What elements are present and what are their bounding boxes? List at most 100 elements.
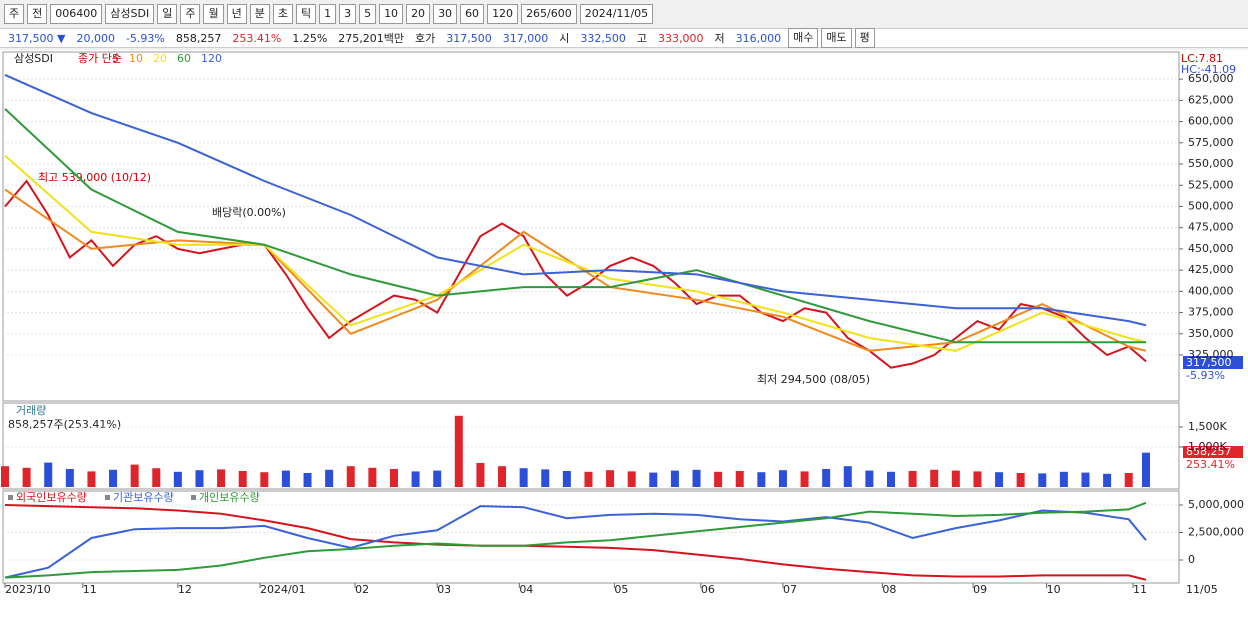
legend-entry[interactable]: 기관보유수량: [113, 491, 174, 504]
legend-entry[interactable]: 외국인보유수량: [16, 491, 87, 504]
toolbar-button[interactable]: 주: [4, 4, 25, 24]
volume-bar: [584, 471, 593, 487]
toolbar-button[interactable]: 3: [339, 4, 357, 24]
info-field[interactable]: 매수: [788, 28, 819, 48]
volume-panel: [2, 402, 1180, 490]
legend-entry[interactable]: 60: [177, 52, 191, 65]
toolbar-button[interactable]: 초: [272, 4, 293, 24]
series-line: [4, 179, 1147, 369]
series-line: [4, 108, 1146, 344]
toolbar-button[interactable]: 틱: [295, 4, 317, 24]
x-tick-label: 03: [437, 583, 451, 596]
volume-bar: [130, 464, 139, 487]
volume-bar: [1124, 473, 1133, 487]
info-field: 1.25%: [292, 31, 328, 45]
y-tick-label: 350,000: [1188, 327, 1234, 340]
y-tick-label: 525,000: [1188, 178, 1234, 191]
y-tick-label: 450,000: [1188, 242, 1234, 255]
toolbar-button[interactable]: 5: [359, 4, 377, 24]
series-line: [4, 501, 1147, 579]
x-tick-label: 09: [973, 583, 987, 596]
volume-bar: [887, 471, 896, 487]
toolbar-button[interactable]: 주: [180, 4, 201, 24]
volume-bar: [22, 467, 31, 487]
info-field: 317,500 ▼: [8, 31, 66, 45]
legend-entry[interactable]: 10: [129, 52, 143, 65]
chart-area: 삼성SDI 종가 단순 최고 539,000 (10/12) 배당락(0.00%…: [0, 50, 1248, 621]
annotation-dividend: 배당락(0.00%): [212, 206, 286, 219]
volume-title: 거래량: [16, 404, 46, 417]
info-field: 호가: [415, 32, 436, 45]
volume-bar: [541, 469, 550, 487]
volume-bar: [433, 470, 442, 487]
volume-bar: [1081, 472, 1090, 487]
legend-entry[interactable]: 5: [112, 52, 119, 65]
series-line: [4, 73, 1147, 327]
toolbar-button[interactable]: 120: [487, 4, 519, 24]
y-tick-label: 325,000: [1188, 348, 1234, 361]
price-panel: [2, 51, 1180, 402]
volume-bar: [238, 471, 247, 487]
last-volume: 858,257: [1186, 445, 1232, 458]
volume-bar: [562, 471, 571, 487]
toolbar-button[interactable]: 삼성SDI: [105, 4, 155, 24]
legend-entry[interactable]: 20: [153, 52, 167, 65]
x-tick-label: 11: [1133, 583, 1147, 596]
x-tick-label: 10: [1047, 583, 1061, 596]
toolbar-button[interactable]: 일: [157, 4, 178, 24]
volume-bar: [195, 470, 204, 487]
legend-entry[interactable]: 120: [201, 52, 222, 65]
last-volume-change: 253.41%: [1186, 458, 1235, 471]
toolbar-button[interactable]: 년: [226, 4, 247, 24]
x-end-label: 11/05: [1186, 583, 1218, 596]
toolbar-button[interactable]: 분: [249, 4, 270, 24]
x-tick-label: 12: [178, 583, 192, 596]
info-field: 333,000: [658, 31, 704, 45]
legend-title: 종가 단순: [78, 52, 122, 65]
toolbar-button[interactable]: 006400: [50, 4, 103, 24]
y-tick-label: 1,500K: [1188, 420, 1227, 433]
volume-bar: [346, 466, 355, 487]
info-bar: 317,500 ▼ 20,000 -5.93% 858,257 253.41% 1.25%…: [0, 28, 1248, 48]
volume-bar: [930, 469, 939, 487]
info-field[interactable]: 매도: [821, 28, 852, 48]
volume-bar: [454, 415, 463, 487]
toolbar-button[interactable]: 1: [319, 4, 337, 24]
stock-name: 삼성SDI: [14, 52, 53, 65]
info-field: 858,257: [175, 31, 222, 45]
toolbar-button[interactable]: 전: [27, 4, 48, 24]
toolbar-button[interactable]: 60: [460, 4, 485, 24]
volume-bar: [303, 473, 312, 487]
x-tick-label: 06: [701, 583, 715, 596]
volume-bar: [411, 471, 420, 487]
toolbar-button[interactable]: 30: [433, 4, 458, 24]
info-field: 317,000: [502, 31, 549, 45]
x-tick-label: 11: [83, 583, 97, 596]
volume-bar: [649, 472, 658, 487]
volume-bar: [109, 469, 118, 487]
toolbar-button[interactable]: 10: [379, 4, 404, 24]
legend-entry[interactable]: 개인보유수량: [199, 491, 260, 504]
toolbar-button[interactable]: 월: [203, 4, 224, 24]
info-field[interactable]: 평: [854, 28, 875, 48]
y-tick-label: 550,000: [1188, 157, 1234, 170]
y-tick-label: 1,000K: [1188, 440, 1227, 453]
toolbar-button[interactable]: 265/600: [521, 4, 577, 24]
info-field: 275,201백만: [338, 32, 405, 45]
toolbar-button[interactable]: 2024/11/05: [579, 4, 654, 24]
volume-bar: [714, 471, 723, 487]
volume-bar: [217, 469, 226, 487]
volume-bar: [606, 470, 615, 487]
volume-bar: [843, 466, 852, 487]
volume-bar: [627, 471, 636, 487]
legend-swatch: [191, 495, 196, 500]
x-tick-label: 07: [783, 583, 797, 596]
volume-bar: [65, 469, 74, 487]
toolbar-button[interactable]: 20: [406, 4, 431, 24]
volume-subtitle: 858,257주(253.41%): [8, 418, 121, 431]
y-tick-label: 375,000: [1188, 306, 1234, 319]
volume-bar: [1016, 473, 1025, 487]
y-tick-label: 425,000: [1188, 263, 1234, 276]
volume-bar: [260, 472, 269, 487]
series-line: [4, 505, 1147, 579]
